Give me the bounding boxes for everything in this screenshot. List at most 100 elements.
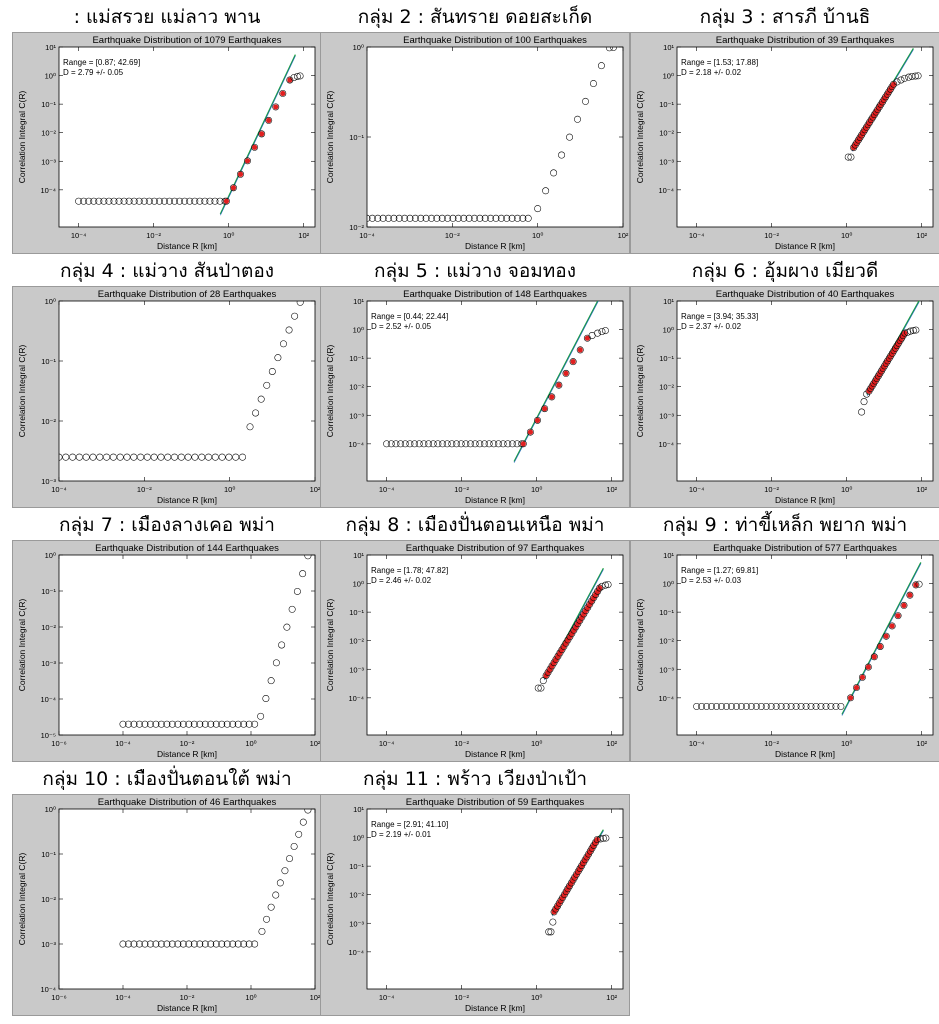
y-tick-label: 10¹ <box>353 805 364 814</box>
x-tick-label: 10⁻⁴ <box>71 231 87 240</box>
x-tick-label: 10⁻⁴ <box>689 739 705 748</box>
data-point <box>288 605 296 613</box>
data-point <box>267 903 275 911</box>
data-point <box>229 720 237 728</box>
chart-svg: Earthquake Distribution of 144 Earthquak… <box>17 543 321 759</box>
data-point <box>75 453 83 461</box>
fit-point-marker <box>901 602 907 609</box>
data-point <box>438 214 446 222</box>
data-point <box>218 940 226 948</box>
fit-point-marker <box>584 335 590 341</box>
data-point <box>181 197 189 205</box>
x-tick-label: 10² <box>916 739 927 748</box>
y-tick-label: 10⁻² <box>41 129 56 138</box>
range-annotation: Range = [3.94; 35.33] <box>681 312 758 321</box>
chart-heading: กลุ่ม 5 : แม่วาง จอมทอง <box>374 260 576 282</box>
data-point <box>286 76 294 84</box>
data-point <box>454 214 462 222</box>
data-point <box>385 214 392 222</box>
fit-point-marker <box>570 359 576 365</box>
data-point <box>196 720 204 728</box>
chart-panel: Earthquake Distribution of 28 Earthquake… <box>12 286 322 508</box>
y-tick-label: 10¹ <box>353 297 364 306</box>
x-tick-label: 10⁰ <box>223 231 234 240</box>
chart-title: Earthquake Distribution of 97 Earthquake… <box>406 543 585 554</box>
data-point <box>596 584 604 592</box>
chart-panel: Earthquake Distribution of 100 Earthquak… <box>320 32 630 254</box>
chart-panel: Earthquake Distribution of 39 Earthquake… <box>630 32 939 254</box>
y-axis-label: Correlation Integral C(R) <box>635 599 645 692</box>
y-tick-label: 10⁻⁴ <box>658 694 674 703</box>
data-point <box>894 612 902 620</box>
data-point <box>258 927 266 935</box>
data-point <box>103 453 111 461</box>
data-point <box>95 197 103 205</box>
x-tick-label: 10⁰ <box>224 485 235 494</box>
dimension-annotation: D = 2.79 +/- 0.05 <box>63 68 124 77</box>
data-point <box>817 702 825 710</box>
data-point <box>152 720 160 728</box>
data-point <box>858 673 866 681</box>
data-point <box>497 214 505 222</box>
x-tick-label: 10⁻² <box>764 231 779 240</box>
data-point <box>747 702 755 710</box>
range-annotation: Range = [1.27; 69.81] <box>681 566 758 575</box>
y-tick-label: 10⁻⁴ <box>348 948 364 957</box>
data-point <box>130 453 138 461</box>
data-point <box>547 928 555 936</box>
data-point <box>387 440 395 448</box>
y-tick-label: 10⁰ <box>663 326 674 335</box>
data-point <box>882 632 890 640</box>
data-point <box>379 214 387 222</box>
range-annotation: Range = [0.87; 42.69] <box>63 58 140 67</box>
fit-point-marker <box>520 441 526 447</box>
plot-area <box>58 808 316 990</box>
chart-panel: Earthquake Distribution of 1079 Earthqua… <box>12 32 322 254</box>
chart-panel: Earthquake Distribution of 148 Earthquak… <box>320 286 630 508</box>
data-point <box>566 133 574 141</box>
plot-area <box>366 46 624 228</box>
y-tick-label: 10⁰ <box>353 43 364 52</box>
chart-cell: กลุ่ม 8 : เมืองปั่นตอนเหนือ พม่า Earthqua… <box>320 510 630 764</box>
data-point <box>160 197 168 205</box>
chart-cell: กลุ่ม 2 : สันทราย ดอยสะเก็ด Earthquake Di… <box>320 2 630 256</box>
range-annotation: Range = [1.78; 47.82] <box>371 566 448 575</box>
y-tick-label: 10⁻² <box>349 223 364 232</box>
data-point <box>229 940 237 948</box>
data-point <box>245 720 253 728</box>
y-tick-label: 10⁻³ <box>41 477 56 486</box>
data-point <box>141 940 149 948</box>
y-axis-label: Correlation Integral C(R) <box>17 345 27 438</box>
data-point <box>582 97 589 105</box>
data-point <box>787 702 795 710</box>
data-point <box>876 643 884 650</box>
chart-heading: : แม่สรวย แม่ลาว พาน <box>73 6 261 28</box>
data-point <box>100 197 108 205</box>
fit-point-marker <box>597 585 603 591</box>
chart-panel: Earthquake Distribution of 46 Earthquake… <box>12 794 322 1016</box>
y-axis-label: Correlation Integral C(R) <box>325 91 335 184</box>
data-point <box>490 440 498 448</box>
data-point <box>562 369 570 377</box>
data-point <box>905 73 913 81</box>
chart-title: Earthquake Distribution of 59 Earthquake… <box>406 797 585 808</box>
x-tick-label: 10⁰ <box>841 231 852 240</box>
data-point <box>198 453 206 461</box>
y-tick-label: 10⁻² <box>41 417 56 426</box>
data-point <box>207 720 215 728</box>
x-tick-label: 10² <box>310 739 321 748</box>
data-point <box>870 653 878 661</box>
data-point <box>594 329 602 337</box>
data-point <box>457 440 465 448</box>
x-tick-label: 10² <box>916 231 927 240</box>
chart-svg: Earthquake Distribution of 1079 Earthqua… <box>17 35 316 251</box>
data-point <box>545 928 553 936</box>
y-tick-label: 10⁰ <box>663 72 674 81</box>
data-point <box>494 440 502 448</box>
data-point <box>196 940 204 948</box>
data-point <box>163 940 171 948</box>
data-point <box>374 214 382 222</box>
chart-heading: กลุ่ม 7 : เมืองลางเคอ พม่า <box>59 514 275 536</box>
y-tick-label: 10⁻³ <box>349 665 364 674</box>
x-axis-label: Distance R [km] <box>775 749 835 759</box>
